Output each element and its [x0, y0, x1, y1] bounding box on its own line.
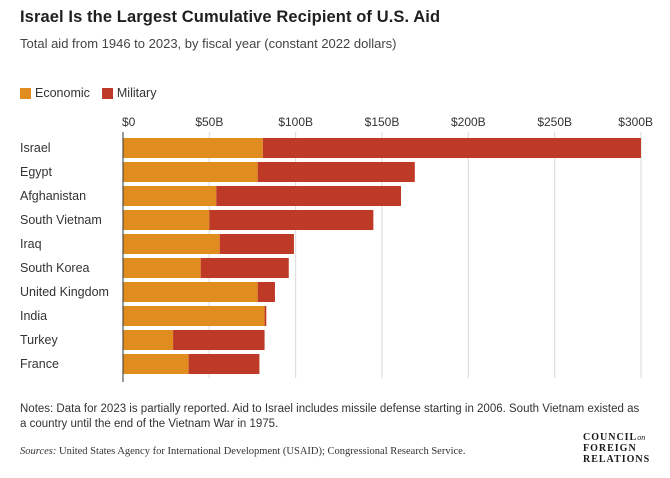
- bar-military: [219, 234, 294, 254]
- y-category-label: South Korea: [20, 261, 90, 275]
- cfr-logo: COUNCILon FOREIGN RELATIONS: [583, 432, 650, 465]
- bar-economic: [123, 282, 258, 302]
- y-category-label: India: [20, 309, 47, 323]
- chart-subtitle: Total aid from 1946 to 2023, by fiscal y…: [20, 36, 397, 51]
- bar-military: [216, 186, 401, 206]
- y-category-label: France: [20, 357, 59, 371]
- legend-swatch-military: [101, 87, 113, 99]
- x-tick-label: $250B: [537, 115, 572, 129]
- legend-item-economic: Economic: [20, 86, 90, 100]
- bar-economic: [123, 186, 217, 206]
- logo-line-3: RELATIONS: [583, 454, 651, 465]
- chart-notes: Notes: Data for 2023 is partially report…: [20, 403, 640, 430]
- logo-line-2: FOREIGN: [583, 443, 637, 454]
- x-tick-label: $150B: [365, 115, 400, 129]
- y-category-label: Egypt: [20, 165, 52, 179]
- x-tick-label: $50B: [195, 115, 223, 129]
- y-category-label: Israel: [20, 141, 51, 155]
- bar-military: [257, 162, 415, 182]
- legend-label-military: Military: [116, 86, 157, 100]
- y-category-label: Iraq: [20, 237, 42, 251]
- bar-economic: [123, 258, 201, 278]
- bar-economic: [123, 306, 265, 326]
- bar-military: [209, 210, 374, 230]
- bar-chart: $0 $50B $100B $150B $200B $250B $300B Israel Egy…: [20, 115, 653, 382]
- bar-military: [262, 138, 641, 158]
- legend-swatch-economic: [20, 87, 31, 99]
- bar-economic: [123, 138, 263, 158]
- y-category-label: Turkey: [20, 333, 58, 347]
- bar-economic: [123, 210, 210, 230]
- bar-military: [200, 258, 289, 278]
- y-category-label: United Kingdom: [20, 285, 109, 299]
- chart-title: Israel Is the Largest Cumulative Recipie…: [20, 8, 441, 26]
- bar-economic: [123, 330, 174, 350]
- bar-military: [257, 282, 275, 302]
- legend-item-military: Military: [101, 86, 157, 100]
- logo-on: on: [637, 433, 646, 442]
- legend-label-economic: Economic: [35, 86, 90, 100]
- x-tick-label: $200B: [451, 115, 486, 129]
- bar-military: [188, 354, 260, 374]
- bar-military: [173, 330, 265, 350]
- chart-sources: Sources: United States Agency for Intern…: [20, 446, 465, 457]
- x-tick-label: $0: [122, 115, 136, 129]
- sources-text: United States Agency for International D…: [56, 446, 466, 457]
- legend: Economic Military: [20, 86, 168, 100]
- bar-military: [264, 306, 267, 326]
- bar-economic: [123, 354, 189, 374]
- y-category-label: Afghanistan: [20, 189, 86, 203]
- bar-economic: [123, 234, 220, 254]
- sources-label: Sources:: [20, 446, 57, 457]
- x-tick-label: $300B: [618, 115, 653, 129]
- bar-economic: [123, 162, 258, 182]
- x-tick-label: $100B: [278, 115, 313, 129]
- y-category-label: South Vietnam: [20, 213, 102, 227]
- logo-line-1: COUNCIL: [583, 432, 638, 443]
